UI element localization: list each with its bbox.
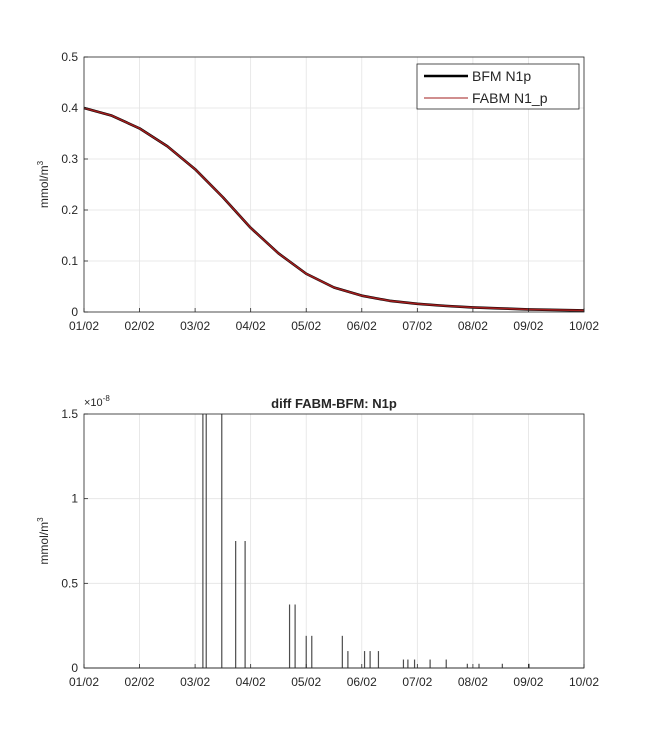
bottom-y-ticks: 0 0.5 1 1.5 [61, 407, 88, 675]
top-y-tick-label: 0 [71, 305, 78, 319]
top-x-tick-label: 01/02 [69, 319, 99, 333]
top-y-ticks: 0 0.1 0.2 0.3 0.4 0.5 [61, 50, 88, 319]
bottom-x-tick-label: 06/02 [347, 675, 377, 689]
top-x-tick-label: 04/02 [236, 319, 266, 333]
bottom-y-axis-label: mmol/m3 [36, 517, 51, 565]
top-x-tick-label: 10/02 [569, 319, 599, 333]
top-x-tick-label: 07/02 [402, 319, 432, 333]
top-x-tick-label: 08/02 [458, 319, 488, 333]
bottom-y-tick-label: 1 [71, 492, 78, 506]
bottom-x-ticks: 01/02 02/02 03/02 04/02 05/02 06/02 07/02 08/02… [69, 664, 599, 689]
top-x-tick-label: 03/02 [180, 319, 210, 333]
bottom-x-tick-label: 10/02 [569, 675, 599, 689]
top-x-tick-label: 02/02 [125, 319, 155, 333]
bottom-x-tick-label: 09/02 [513, 675, 543, 689]
bottom-x-tick-label: 02/02 [125, 675, 155, 689]
top-y-tick-label: 0.3 [61, 152, 78, 166]
bottom-x-tick-label: 04/02 [236, 675, 266, 689]
top-plot-frame [83, 56, 585, 313]
top-y-tick-label: 0.1 [61, 254, 78, 268]
top-y-tick-label: 0.5 [61, 50, 78, 64]
bottom-y-tick-label: 1.5 [61, 407, 78, 421]
top-x-tick-label: 05/02 [291, 319, 321, 333]
bottom-x-tick-label: 01/02 [69, 675, 99, 689]
bottom-y-tick-label: 0 [71, 661, 78, 675]
bottom-x-tick-label: 05/02 [291, 675, 321, 689]
bottom-x-tick-label: 08/02 [458, 675, 488, 689]
top-series [83, 106, 585, 312]
bottom-plot-frame [83, 413, 585, 669]
bottom-plot-area [84, 414, 584, 668]
bottom-chart: 01/02 02/02 03/02 04/02 05/02 06/02 07/02 08/02… [36, 394, 599, 689]
legend-label-fabm: FABM N1_p [472, 90, 548, 106]
top-x-tick-label: 06/02 [347, 319, 377, 333]
top-chart: 01/02 02/02 03/02 04/02 05/02 06/02 07/02 08/02… [36, 50, 599, 333]
top-legend: BFM N1p FABM N1_p [416, 63, 580, 110]
bottom-x-tick-label: 07/02 [402, 675, 432, 689]
bottom-x-tick-label: 03/02 [180, 675, 210, 689]
top-x-ticks: 01/02 02/02 03/02 04/02 05/02 06/02 07/02 08/02… [69, 308, 599, 333]
top-y-axis-label: mmol/m3 [36, 160, 51, 208]
top-y-tick-label: 0.4 [61, 101, 78, 115]
legend-box [416, 63, 580, 110]
bottom-chart-title: diff FABM-BFM: N1p [271, 396, 397, 411]
legend-label-bfm: BFM N1p [472, 68, 531, 84]
bottom-y-tick-label: 0.5 [61, 576, 78, 590]
series-line-fabm-n1-p [83, 107, 585, 312]
top-x-tick-label: 09/02 [513, 319, 543, 333]
top-y-tick-label: 0.2 [61, 203, 78, 217]
bottom-y-multiplier: ×10-8 [84, 394, 110, 409]
